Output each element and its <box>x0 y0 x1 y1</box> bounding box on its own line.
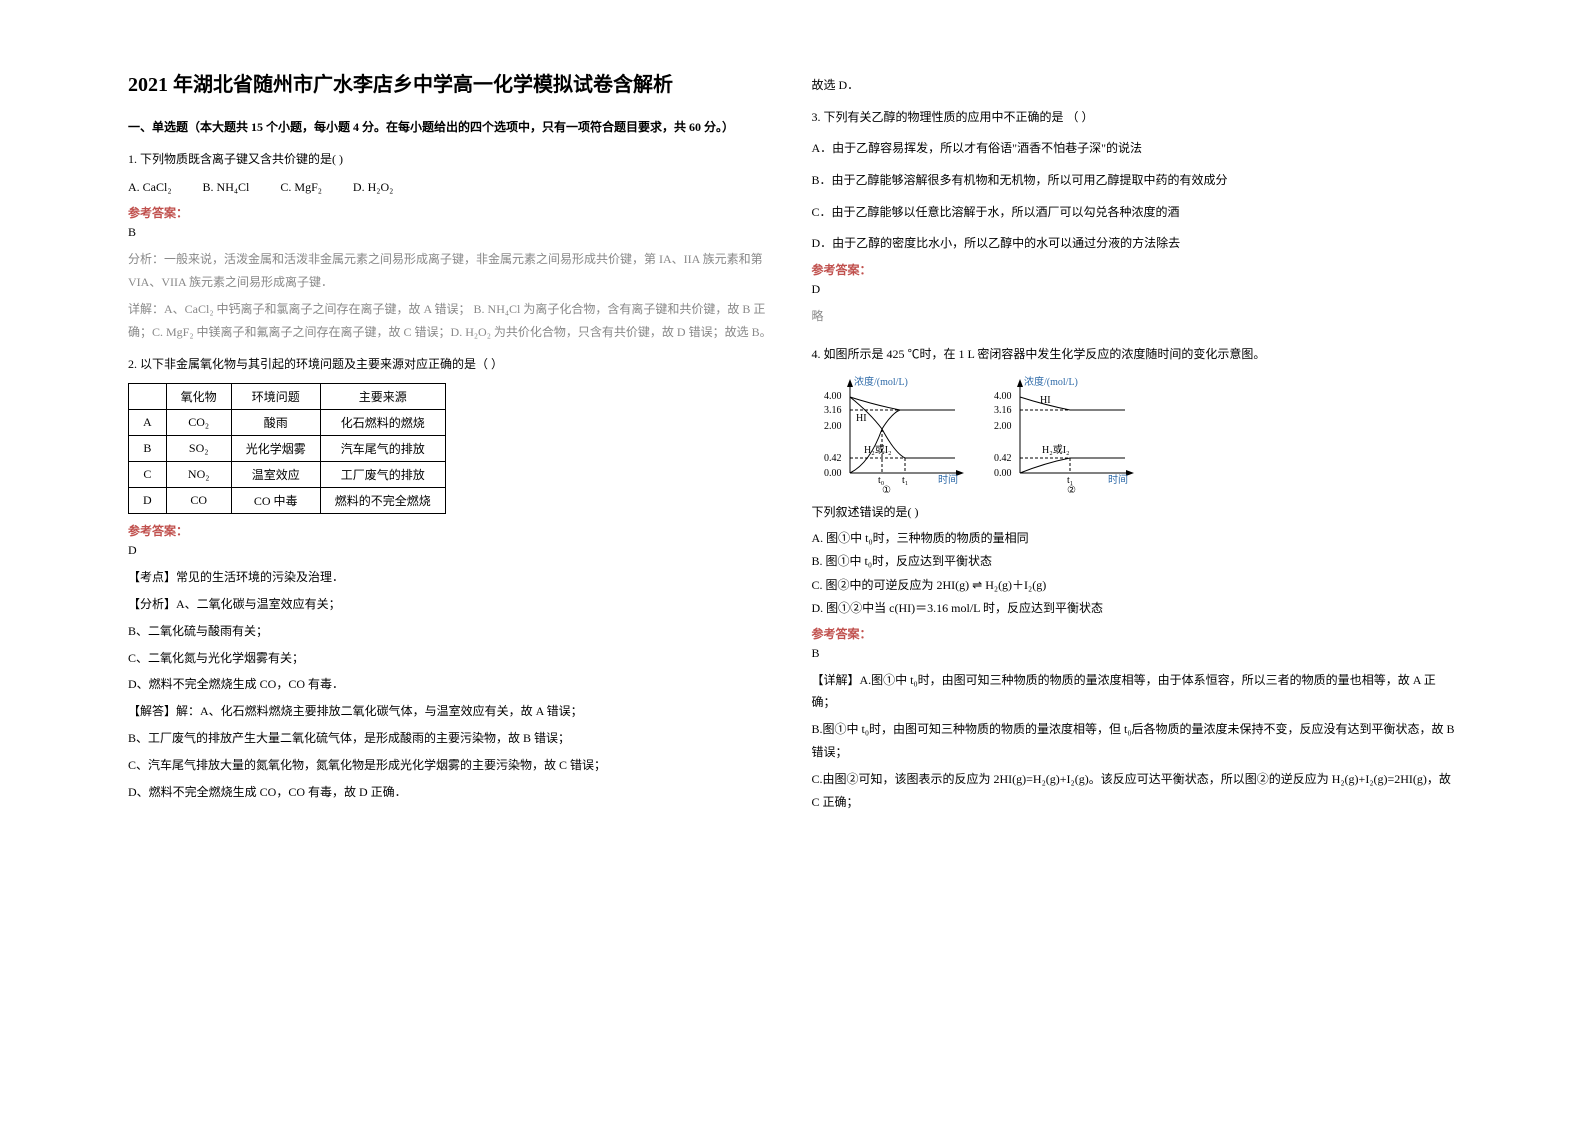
q1-analysis: 分析：一般来说，活泼金属和活泼非金属元素之间易形成离子键，非金属元素之间易形成共… <box>128 248 776 294</box>
q3-stem: 3. 下列有关乙醇的物理性质的应用中不正确的是 （ ） <box>812 107 1460 129</box>
q4-xj-c: C.由图②可知，该图表示的反应为 2HI(g)=H₂(g)+I₂(g)。该反应可… <box>812 768 1460 814</box>
q2-kaodian: 【考点】常见的生活环境的污染及治理． <box>128 566 776 589</box>
svg-text:0.00: 0.00 <box>824 468 842 479</box>
table-row: ACO₂酸雨化石燃料的燃烧 <box>129 410 446 436</box>
svg-text:2.00: 2.00 <box>824 421 842 432</box>
table-row: CNO₂温室效应工厂废气的排放 <box>129 462 446 488</box>
q1-opt-c: C. MgF₂ <box>280 180 322 194</box>
q4-opt-d: D. 图①②中当 c(HI)＝3.16 mol/L 时，反应达到平衡状态 <box>812 598 1460 618</box>
q1-stem: 1. 下列物质既含离子键又含共价键的是( ) <box>128 149 776 171</box>
q3-opt-a: A．由于乙醇容易挥发，所以才有俗语"酒香不怕巷子深"的说法 <box>812 138 1460 160</box>
svg-text:H₂或I₂: H₂或I₂ <box>1042 444 1070 456</box>
q4-xj-a: 【详解】A.图①中 t₀时，由图可知三种物质的物质的量浓度相等，由于体系恒容，所… <box>812 669 1460 715</box>
q3-answer: D <box>812 282 1460 297</box>
right-column: 故选 D． 3. 下列有关乙醇的物理性质的应用中不正确的是 （ ） A．由于乙醇… <box>794 70 1478 1052</box>
chart-1: 浓度/(mol/L) 4.00 3.16 2.00 0.42 0.00 HI H… <box>820 373 970 493</box>
svg-text:3.16: 3.16 <box>824 405 842 416</box>
q2-fx-c: C、二氧化氮与光化学烟雾有关； <box>128 647 776 670</box>
svg-text:4.00: 4.00 <box>994 391 1012 402</box>
q1-answer-label: 参考答案： <box>128 204 776 221</box>
left-column: 2021 年湖北省随州市广水李店乡中学高一化学模拟试卷含解析 一、单选题（本大题… <box>110 70 794 1052</box>
q3-answer-label: 参考答案： <box>812 261 1460 278</box>
q2-fx-a: 【分析】A、二氧化碳与温室效应有关； <box>128 593 776 616</box>
th: 主要来源 <box>320 384 445 410</box>
q2-jd-a: 【解答】解：A、化石燃料燃烧主要排放二氧化碳气体，与温室效应有关，故 A 错误； <box>128 700 776 723</box>
q2-jd-b: B、工厂废气的排放产生大量二氧化硫气体，是形成酸雨的主要污染物，故 B 错误； <box>128 727 776 750</box>
q3-opt-b: B．由于乙醇能够溶解很多有机物和无机物，所以可用乙醇提取中药的有效成分 <box>812 170 1460 192</box>
th <box>129 384 167 410</box>
svg-text:0.00: 0.00 <box>994 468 1012 479</box>
q4-opt-c: C. 图②中的可逆反应为 2HI(g) ⇌ H₂(g)＋I₂(g) <box>812 575 1460 595</box>
table-row: 氧化物 环境问题 主要来源 <box>129 384 446 410</box>
q2-stem: 2. 以下非金属氧化物与其引起的环境问题及主要来源对应正确的是（ ） <box>128 354 776 376</box>
q2-answer: D <box>128 543 776 558</box>
q2-table: 氧化物 环境问题 主要来源 ACO₂酸雨化石燃料的燃烧 BSO₂光化学烟雾汽车尾… <box>128 383 446 514</box>
q1-opt-d: D. H₂O₂ <box>353 180 393 194</box>
svg-text:浓度/(mol/L): 浓度/(mol/L) <box>1024 375 1078 388</box>
q3-slight: 略 <box>812 305 1460 328</box>
th: 环境问题 <box>231 384 320 410</box>
section-1-header: 一、单选题（本大题共 15 个小题，每小题 4 分。在每小题给出的四个选项中，只… <box>128 118 776 137</box>
svg-text:4.00: 4.00 <box>824 391 842 402</box>
q1-opt-b: B. NH₄Cl <box>203 180 250 194</box>
svg-text:①: ① <box>882 485 891 493</box>
svg-text:0.42: 0.42 <box>824 453 842 464</box>
svg-text:HI: HI <box>856 413 867 424</box>
q2-fx-d: D、燃料不完全燃烧生成 CO，CO 有毒． <box>128 673 776 696</box>
q4-answer-label: 参考答案： <box>812 625 1460 642</box>
q2-tail: 故选 D． <box>812 74 1460 97</box>
q2-jd-d: D、燃料不完全燃烧生成 CO，CO 有毒，故 D 正确． <box>128 781 776 804</box>
svg-text:H₂或I₂: H₂或I₂ <box>864 444 892 456</box>
chart-2: 浓度/(mol/L) 4.00 3.16 2.00 0.42 0.00 HI H… <box>990 373 1140 493</box>
svg-text:t₁: t₁ <box>902 475 908 486</box>
q4-charts: 浓度/(mol/L) 4.00 3.16 2.00 0.42 0.00 HI H… <box>820 373 1460 493</box>
q4-stem: 4. 如图所示是 425 ℃时，在 1 L 密闭容器中发生化学反应的浓度随时间的… <box>812 344 1460 366</box>
q3-opt-d: D．由于乙醇的密度比水小，所以乙醇中的水可以通过分液的方法除去 <box>812 233 1460 255</box>
y-axis-label: 浓度/(mol/L) <box>854 375 908 388</box>
q2-answer-label: 参考答案： <box>128 522 776 539</box>
svg-text:2.00: 2.00 <box>994 421 1012 432</box>
q1-answer: B <box>128 225 776 240</box>
exam-title: 2021 年湖北省随州市广水李店乡中学高一化学模拟试卷含解析 <box>128 70 776 100</box>
q4-sub: 下列叙述错误的是( ) <box>812 501 1460 524</box>
q2-jd-c: C、汽车尾气排放大量的氮氧化物，氮氧化物是形成光化学烟雾的主要污染物，故 C 错… <box>128 754 776 777</box>
q4-answer: B <box>812 646 1460 661</box>
q4-xj-b: B.图①中 t₀时，由图可知三种物质的物质的量浓度相等，但 t₀后各物质的量浓度… <box>812 718 1460 764</box>
q1-detail: 详解：A、CaCl₂ 中钙离子和氯离子之间存在离子键，故 A 错误； B. NH… <box>128 298 776 344</box>
svg-text:3.16: 3.16 <box>994 405 1012 416</box>
q1-options: A. CaCl₂ B. NH₄Cl C. MgF₂ D. H₂O₂ <box>128 177 776 199</box>
table-row: BSO₂光化学烟雾汽车尾气的排放 <box>129 436 446 462</box>
svg-text:时间: 时间 <box>1108 473 1128 486</box>
q4-opt-b: B. 图①中 t₀时，反应达到平衡状态 <box>812 551 1460 571</box>
q1-opt-a: A. CaCl₂ <box>128 180 172 194</box>
svg-text:0.42: 0.42 <box>994 453 1012 464</box>
q4-opt-a: A. 图①中 t₀时，三种物质的物质的量相同 <box>812 528 1460 548</box>
svg-text:时间: 时间 <box>938 473 958 486</box>
q2-fx-b: B、二氧化硫与酸雨有关； <box>128 620 776 643</box>
svg-text:②: ② <box>1067 485 1076 493</box>
th: 氧化物 <box>166 384 231 410</box>
q3-opt-c: C．由于乙醇能够以任意比溶解于水，所以酒厂可以勾兑各种浓度的酒 <box>812 202 1460 224</box>
table-row: DCOCO 中毒燃料的不完全燃烧 <box>129 488 446 514</box>
svg-text:HI: HI <box>1040 395 1051 406</box>
